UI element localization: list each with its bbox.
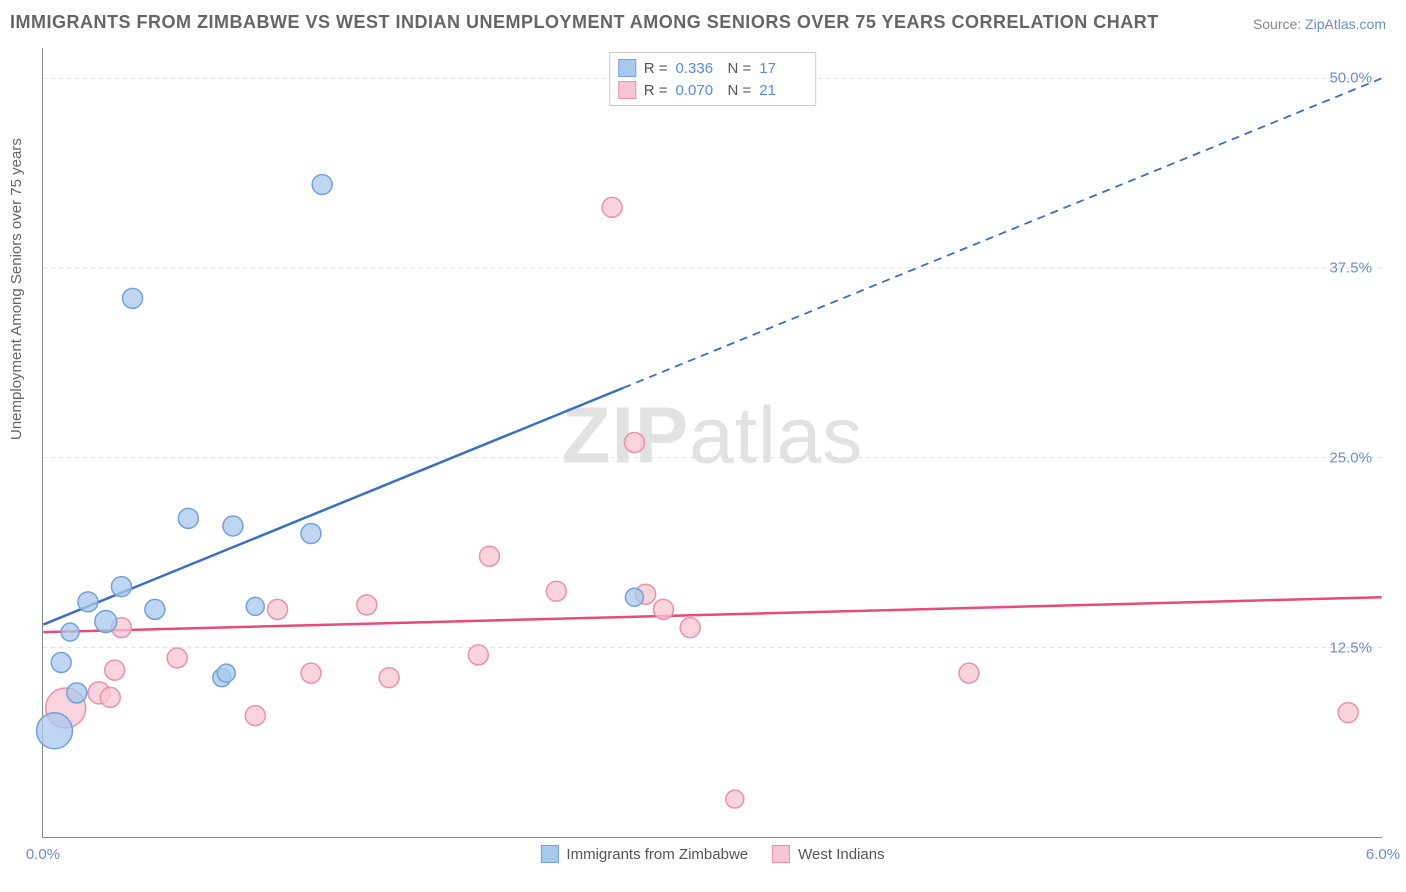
legend-label: West Indians (798, 846, 884, 863)
y-tick-label: 50.0% (1329, 70, 1372, 87)
data-point (268, 599, 288, 619)
data-point (123, 288, 143, 308)
data-point (111, 577, 131, 597)
data-point (479, 546, 499, 566)
data-point (357, 595, 377, 615)
data-point (680, 618, 700, 638)
data-point (624, 433, 644, 453)
trend-line (43, 597, 1381, 632)
source-prefix: Source: (1253, 16, 1305, 32)
stat-label-n: N = (728, 82, 752, 99)
stat-label-r: R = (644, 60, 668, 77)
data-point (67, 683, 87, 703)
legend-swatch-blue (618, 59, 636, 77)
stat-label-n: N = (728, 60, 752, 77)
legend-swatch-pink (772, 845, 790, 863)
data-point (246, 597, 264, 615)
data-point (145, 599, 165, 619)
data-point (468, 645, 488, 665)
data-point (546, 581, 566, 601)
data-point (217, 664, 235, 682)
data-point (379, 668, 399, 688)
x-tick-label: 0.0% (26, 846, 60, 863)
stat-n-0: 17 (759, 60, 803, 77)
y-axis-label: Unemployment Among Seniors over 75 years (8, 138, 25, 440)
y-tick-label: 37.5% (1329, 260, 1372, 277)
plot-area: ZIPatlas R = 0.336 N = 17 R = 0.070 N = … (42, 48, 1382, 838)
y-tick-label: 12.5% (1329, 640, 1372, 657)
plot-svg (43, 48, 1382, 837)
data-point (51, 653, 71, 673)
source-attribution: Source: ZipAtlas.com (1253, 16, 1386, 32)
source-link[interactable]: ZipAtlas.com (1305, 16, 1386, 32)
data-point (312, 175, 332, 195)
data-point (105, 660, 125, 680)
data-point (95, 611, 117, 633)
data-point (223, 516, 243, 536)
data-point (37, 713, 73, 749)
data-point (602, 197, 622, 217)
data-point (301, 524, 321, 544)
legend-swatch-pink (618, 81, 636, 99)
data-point (301, 663, 321, 683)
data-point (61, 623, 79, 641)
data-point (726, 790, 744, 808)
data-point (653, 599, 673, 619)
chart-container: IMMIGRANTS FROM ZIMBABWE VS WEST INDIAN … (0, 0, 1406, 892)
data-point (625, 588, 643, 606)
data-point (78, 592, 98, 612)
stat-label-r: R = (644, 82, 668, 99)
chart-title: IMMIGRANTS FROM ZIMBABWE VS WEST INDIAN … (10, 12, 1159, 33)
trend-line-extrapolated (623, 78, 1381, 388)
legend-stats-row: R = 0.070 N = 21 (618, 79, 804, 101)
legend-stats-row: R = 0.336 N = 17 (618, 57, 804, 79)
stat-n-1: 21 (759, 82, 803, 99)
legend-label: Immigrants from Zimbabwe (566, 846, 748, 863)
legend-swatch-blue (540, 845, 558, 863)
data-point (1338, 703, 1358, 723)
legend-item-zimbabwe: Immigrants from Zimbabwe (540, 845, 748, 863)
legend-stats: R = 0.336 N = 17 R = 0.070 N = 21 (609, 52, 817, 106)
stat-r-1: 0.070 (676, 82, 720, 99)
stat-r-0: 0.336 (676, 60, 720, 77)
data-point (167, 648, 187, 668)
data-point (178, 508, 198, 528)
y-tick-label: 25.0% (1329, 450, 1372, 467)
x-tick-label: 6.0% (1366, 846, 1400, 863)
legend-item-west-indians: West Indians (772, 845, 884, 863)
legend-series: Immigrants from Zimbabwe West Indians (540, 845, 884, 863)
data-point (100, 687, 120, 707)
data-point (245, 706, 265, 726)
data-point (959, 663, 979, 683)
